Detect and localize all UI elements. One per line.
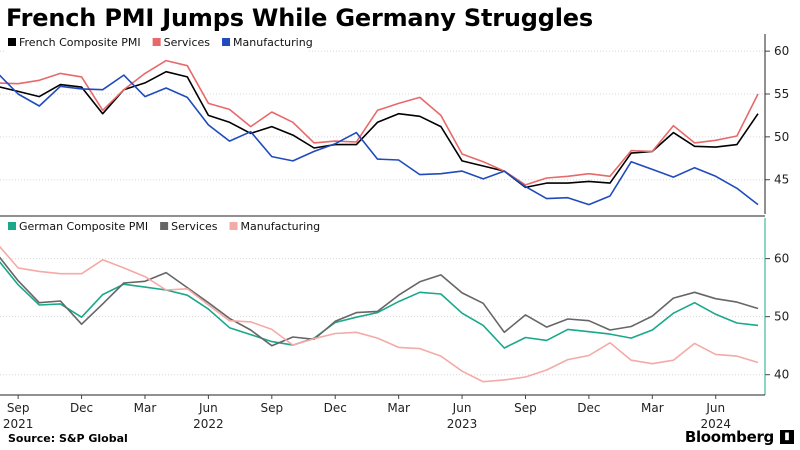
- bottom-legend-label-1: Services: [171, 220, 218, 233]
- top-legend-swatch-0: [8, 38, 16, 46]
- top-legend-label-2: Manufacturing: [233, 36, 313, 49]
- bottom-legend-swatch-1: [160, 222, 169, 230]
- top-series-line-0: [0, 70, 759, 189]
- top-legend-label-0: French Composite PMI: [19, 36, 141, 49]
- bottom-ytick-label-60: 60: [774, 252, 789, 266]
- top-ytick-label-60: 60: [774, 44, 789, 58]
- x-tick-label-10: Mar: [641, 401, 664, 415]
- top-series-line-1: [0, 59, 759, 186]
- bottom-series-line-1: [0, 256, 759, 347]
- top-legend-swatch-2: [222, 38, 231, 46]
- bottom-series-line-2: [0, 245, 759, 383]
- x-tick-label-9: Dec: [577, 401, 600, 415]
- bottom-legend-swatch-2: [229, 222, 238, 230]
- x-tick-label-3: Jun: [198, 401, 218, 415]
- top-ytick-label-50: 50: [774, 130, 789, 144]
- x-year-label-1: 2022: [193, 417, 224, 431]
- bottom-legend-label-2: Manufacturing: [241, 220, 321, 233]
- bottom-ytick-label-40: 40: [774, 368, 789, 382]
- x-tick-label-4: Sep: [260, 401, 283, 415]
- brand-logo: Bloomberg: [684, 428, 774, 446]
- x-tick-label-0: Sep: [7, 401, 30, 415]
- x-tick-label-8: Sep: [514, 401, 537, 415]
- bottom-legend-label-0: German Composite PMI: [19, 220, 148, 233]
- x-tick-label-2: Mar: [134, 401, 157, 415]
- x-year-label-3: 2024: [700, 417, 731, 431]
- x-year-label-2: 2023: [447, 417, 478, 431]
- x-tick-label-11: Jun: [705, 401, 725, 415]
- bottom-ytick-label-50: 50: [774, 310, 789, 324]
- bottom-series-line-0: [0, 261, 759, 349]
- top-ytick-label-55: 55: [774, 87, 789, 101]
- bottom-legend-swatch-0: [8, 222, 16, 230]
- source-note: Source: S&P Global: [8, 432, 128, 445]
- x-tick-label-7: Jun: [452, 401, 472, 415]
- x-tick-label-6: Mar: [387, 401, 410, 415]
- top-legend-label-1: Services: [164, 36, 211, 49]
- bloomberg-terminal-icon: ▮: [780, 430, 794, 444]
- x-year-label-0: 2021: [3, 417, 34, 431]
- top-ytick-label-45: 45: [774, 173, 789, 187]
- x-tick-label-5: Dec: [324, 401, 347, 415]
- top-legend-swatch-1: [152, 38, 161, 46]
- page-title: French PMI Jumps While Germany Struggles: [6, 4, 593, 32]
- top-series-line-2: [0, 74, 759, 206]
- x-tick-label-1: Dec: [70, 401, 93, 415]
